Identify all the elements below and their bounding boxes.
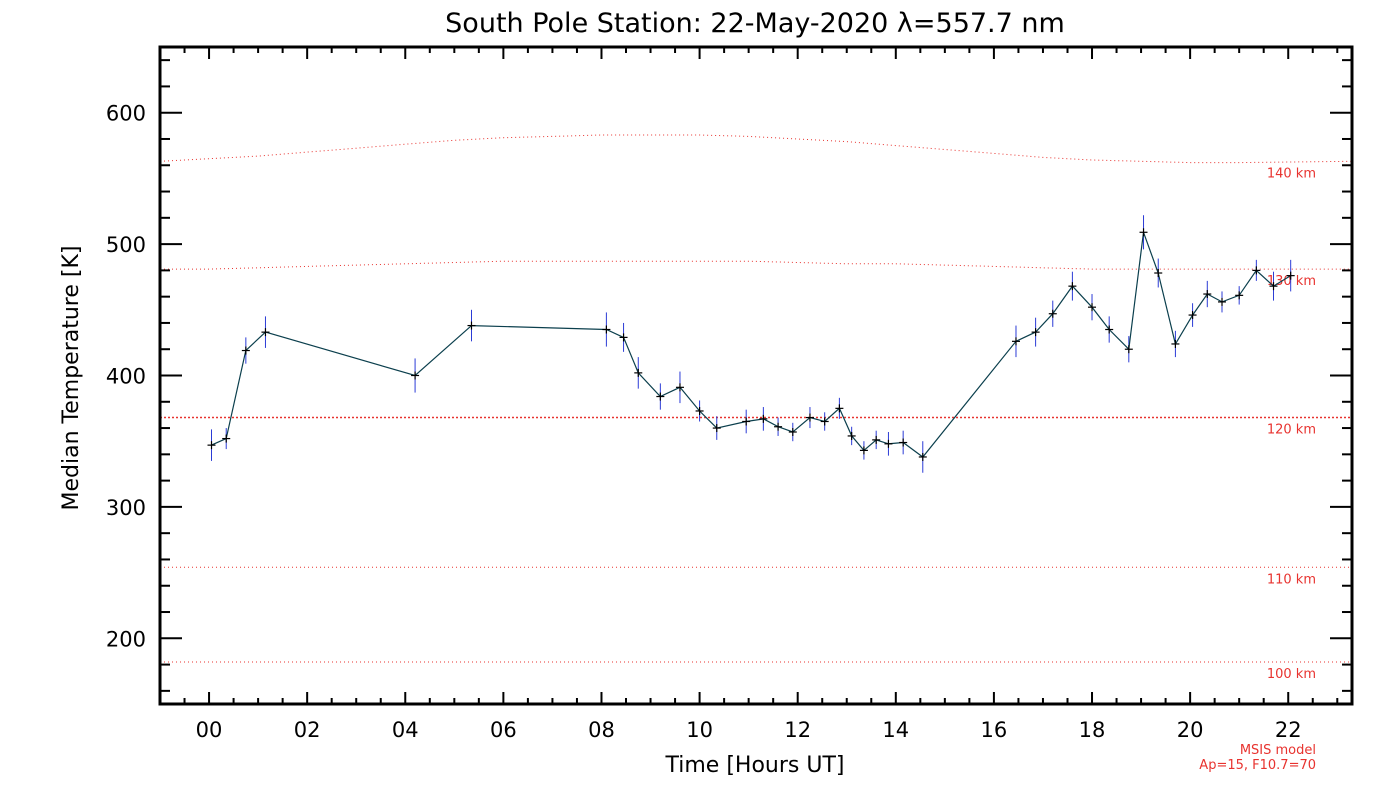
data-point bbox=[1139, 228, 1148, 237]
axis-layer: 00 02 04 06 08 10 12 14 16 18 20 22 200 300 400 500 600 bbox=[106, 45, 1354, 742]
data-point bbox=[1235, 291, 1244, 300]
data-point bbox=[1088, 303, 1097, 312]
data-point bbox=[411, 371, 420, 380]
series-layer bbox=[207, 215, 1295, 473]
model-curve-130-km bbox=[160, 260, 1352, 270]
x-tick-label: 20 bbox=[1177, 718, 1204, 742]
msis-model-layer: 140 km 130 km 120 km 110 km 100 km bbox=[159, 134, 1353, 682]
y-tick-label: 400 bbox=[106, 365, 146, 389]
data-point bbox=[1124, 345, 1133, 354]
x-tick-label: 10 bbox=[686, 718, 713, 742]
data-point bbox=[805, 413, 814, 422]
data-point bbox=[759, 414, 768, 423]
data-point bbox=[1203, 290, 1212, 299]
x-tick-label: 18 bbox=[1079, 718, 1106, 742]
data-point bbox=[1252, 266, 1261, 275]
chart-title: South Pole Station: 22-May-2020 λ=557.7 … bbox=[445, 8, 1065, 39]
x-tick-label: 00 bbox=[196, 718, 223, 742]
data-point bbox=[884, 439, 893, 448]
x-tick-label: 22 bbox=[1275, 718, 1302, 742]
x-tick-label: 02 bbox=[294, 718, 321, 742]
x-tick-label: 08 bbox=[588, 718, 615, 742]
model-level-label: 130 km bbox=[1267, 274, 1316, 289]
data-point bbox=[241, 346, 250, 355]
model-level-label: 140 km bbox=[1267, 166, 1316, 181]
data-point bbox=[835, 404, 844, 413]
data-point bbox=[675, 383, 684, 392]
data-point bbox=[619, 333, 628, 342]
x-tick-label: 06 bbox=[490, 718, 517, 742]
data-point bbox=[899, 438, 908, 447]
model-note-line-1: MSIS model bbox=[1240, 743, 1316, 758]
data-point bbox=[872, 435, 881, 444]
plot-frame bbox=[158, 45, 1354, 706]
y-axis-label: Median Temperature [K] bbox=[59, 246, 84, 511]
data-point bbox=[1154, 269, 1163, 278]
x-tick-label: 16 bbox=[981, 718, 1008, 742]
data-point bbox=[847, 431, 856, 440]
data-point bbox=[1286, 271, 1295, 280]
x-tick-label: 14 bbox=[882, 718, 909, 742]
temperature-series-line bbox=[211, 232, 1292, 458]
model-note-line-2: Ap=15, F10.7=70 bbox=[1199, 758, 1316, 773]
y-tick-label: 600 bbox=[106, 102, 146, 126]
data-point bbox=[261, 328, 270, 337]
data-point bbox=[656, 392, 665, 401]
data-point bbox=[918, 452, 927, 461]
data-point bbox=[695, 406, 704, 415]
data-point bbox=[222, 434, 231, 443]
data-point bbox=[1171, 339, 1180, 348]
data-point bbox=[467, 321, 476, 330]
model-level-label: 100 km bbox=[1267, 667, 1316, 682]
data-point bbox=[1269, 282, 1278, 291]
model-level-label: 110 km bbox=[1267, 572, 1316, 587]
data-point bbox=[742, 417, 751, 426]
data-point bbox=[634, 368, 643, 377]
y-tick-label: 200 bbox=[106, 627, 146, 651]
data-point bbox=[712, 424, 721, 433]
model-level-label: 120 km bbox=[1267, 423, 1316, 438]
data-point bbox=[859, 446, 868, 455]
x-tick-label: 04 bbox=[392, 718, 419, 742]
data-point bbox=[207, 441, 216, 450]
data-point bbox=[774, 422, 783, 431]
data-point bbox=[820, 417, 829, 426]
y-tick-label: 300 bbox=[106, 496, 146, 520]
data-point bbox=[1048, 309, 1057, 318]
data-point bbox=[788, 428, 797, 437]
x-axis-label: Time [Hours UT] bbox=[665, 753, 845, 778]
y-tick-label: 500 bbox=[106, 233, 146, 257]
model-curve-140-km bbox=[159, 134, 1353, 164]
data-point bbox=[1031, 328, 1040, 337]
data-point bbox=[1188, 311, 1197, 320]
data-point bbox=[602, 325, 611, 334]
data-point bbox=[1011, 337, 1020, 346]
data-point bbox=[1068, 282, 1077, 291]
data-point bbox=[1105, 325, 1114, 334]
data-point bbox=[1218, 297, 1227, 306]
x-tick-label: 12 bbox=[784, 718, 811, 742]
